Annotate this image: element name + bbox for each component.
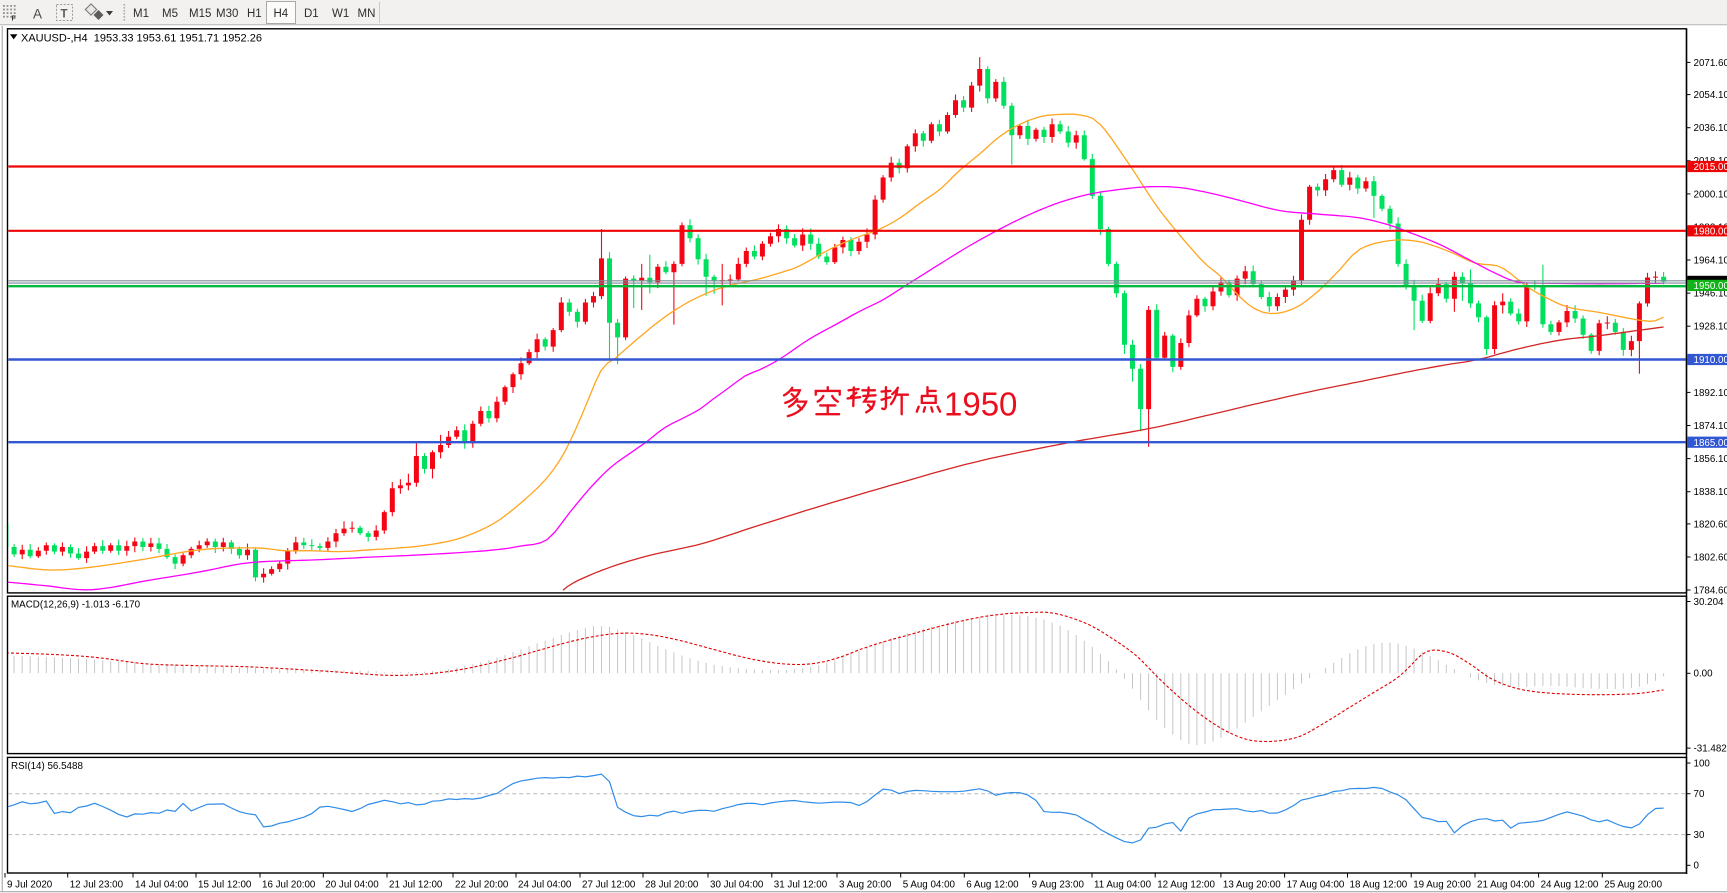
- svg-text:17 Aug 04:00: 17 Aug 04:00: [1287, 880, 1345, 891]
- svg-text:24 Aug 12:00: 24 Aug 12:00: [1541, 880, 1599, 891]
- svg-text:1964.10: 1964.10: [1694, 255, 1727, 266]
- svg-text:1928.10: 1928.10: [1694, 322, 1727, 333]
- svg-text:2054.10: 2054.10: [1694, 90, 1727, 101]
- svg-text:1820.60: 1820.60: [1694, 519, 1727, 530]
- svg-text:1980.00: 1980.00: [1694, 226, 1727, 237]
- svg-text:2036.10: 2036.10: [1694, 123, 1727, 134]
- svg-text:2000.10: 2000.10: [1694, 189, 1727, 200]
- svg-text:12 Aug 12:00: 12 Aug 12:00: [1157, 880, 1215, 891]
- svg-text:6 Aug 12:00: 6 Aug 12:00: [966, 880, 1019, 891]
- svg-text:30: 30: [1694, 830, 1705, 841]
- svg-text:27 Jul 12:00: 27 Jul 12:00: [582, 880, 636, 891]
- svg-text:9 Aug 23:00: 9 Aug 23:00: [1032, 880, 1085, 891]
- svg-text:70: 70: [1694, 789, 1705, 800]
- svg-text:1946.10: 1946.10: [1694, 289, 1727, 300]
- svg-text:19 Aug 20:00: 19 Aug 20:00: [1413, 880, 1471, 891]
- svg-text:18 Aug 12:00: 18 Aug 12:00: [1350, 880, 1408, 891]
- svg-text:2071.60: 2071.60: [1694, 58, 1727, 69]
- svg-text:1950: 1950: [944, 386, 1017, 423]
- svg-text:28 Jul 20:00: 28 Jul 20:00: [645, 880, 699, 891]
- svg-text:M15: M15: [189, 8, 211, 20]
- svg-text:5 Aug 04:00: 5 Aug 04:00: [903, 880, 956, 891]
- svg-text:1892.10: 1892.10: [1694, 388, 1727, 399]
- svg-text:1950.00: 1950.00: [1694, 281, 1727, 292]
- svg-text:MN: MN: [358, 8, 376, 20]
- svg-text:0: 0: [1694, 861, 1700, 872]
- svg-text:14 Jul 04:00: 14 Jul 04:00: [135, 880, 189, 891]
- svg-text:12 Jul 23:00: 12 Jul 23:00: [70, 880, 124, 891]
- svg-text:2015.00: 2015.00: [1694, 162, 1727, 173]
- svg-text:H4: H4: [274, 8, 289, 20]
- svg-text:XAUUSD-,H4 1953.33 1953.61 19: XAUUSD-,H4 1953.33 1953.61 1951.71 1952.…: [21, 33, 262, 45]
- svg-text:30.204: 30.204: [1694, 597, 1725, 608]
- svg-text:1784.60: 1784.60: [1694, 585, 1727, 596]
- svg-text:RSI(14) 56.5488: RSI(14) 56.5488: [11, 761, 83, 772]
- svg-text:21 Jul 12:00: 21 Jul 12:00: [389, 880, 443, 891]
- svg-text:9 Jul 2020: 9 Jul 2020: [7, 880, 53, 891]
- svg-text:M5: M5: [162, 8, 178, 20]
- svg-text:F: F: [12, 16, 17, 23]
- svg-text:MACD(12,26,9) -1.013 -6.170: MACD(12,26,9) -1.013 -6.170: [11, 600, 141, 611]
- svg-text:1856.10: 1856.10: [1694, 454, 1727, 465]
- svg-text:W1: W1: [332, 8, 349, 20]
- svg-text:D1: D1: [304, 8, 319, 20]
- svg-text:11 Aug 04:00: 11 Aug 04:00: [1094, 880, 1152, 891]
- svg-text:H1: H1: [247, 8, 262, 20]
- svg-text:1910.00: 1910.00: [1694, 355, 1727, 366]
- svg-text:0.00: 0.00: [1694, 669, 1714, 680]
- svg-text:A: A: [33, 7, 42, 22]
- svg-text:1838.10: 1838.10: [1694, 487, 1727, 498]
- svg-text:16 Jul 20:00: 16 Jul 20:00: [262, 880, 316, 891]
- svg-text:M30: M30: [216, 8, 238, 20]
- svg-text:31 Jul 12:00: 31 Jul 12:00: [774, 880, 828, 891]
- svg-text:1874.10: 1874.10: [1694, 421, 1727, 432]
- svg-text:1802.60: 1802.60: [1694, 552, 1727, 563]
- svg-text:15 Jul 12:00: 15 Jul 12:00: [198, 880, 252, 891]
- svg-text:1865.00: 1865.00: [1694, 438, 1727, 449]
- svg-text:M1: M1: [133, 8, 149, 20]
- svg-text:3 Aug 20:00: 3 Aug 20:00: [839, 880, 892, 891]
- svg-text:21 Aug 04:00: 21 Aug 04:00: [1477, 880, 1535, 891]
- svg-text:100: 100: [1694, 758, 1711, 769]
- svg-text:22 Jul 20:00: 22 Jul 20:00: [455, 880, 509, 891]
- svg-text:20 Jul 04:00: 20 Jul 04:00: [325, 880, 379, 891]
- svg-text:-31.482: -31.482: [1694, 744, 1727, 755]
- svg-text:30 Jul 04:00: 30 Jul 04:00: [710, 880, 764, 891]
- svg-text:25 Aug 20:00: 25 Aug 20:00: [1604, 880, 1662, 891]
- svg-text:24 Jul 04:00: 24 Jul 04:00: [518, 880, 572, 891]
- svg-text:13 Aug 20:00: 13 Aug 20:00: [1223, 880, 1281, 891]
- svg-text:T: T: [61, 9, 68, 21]
